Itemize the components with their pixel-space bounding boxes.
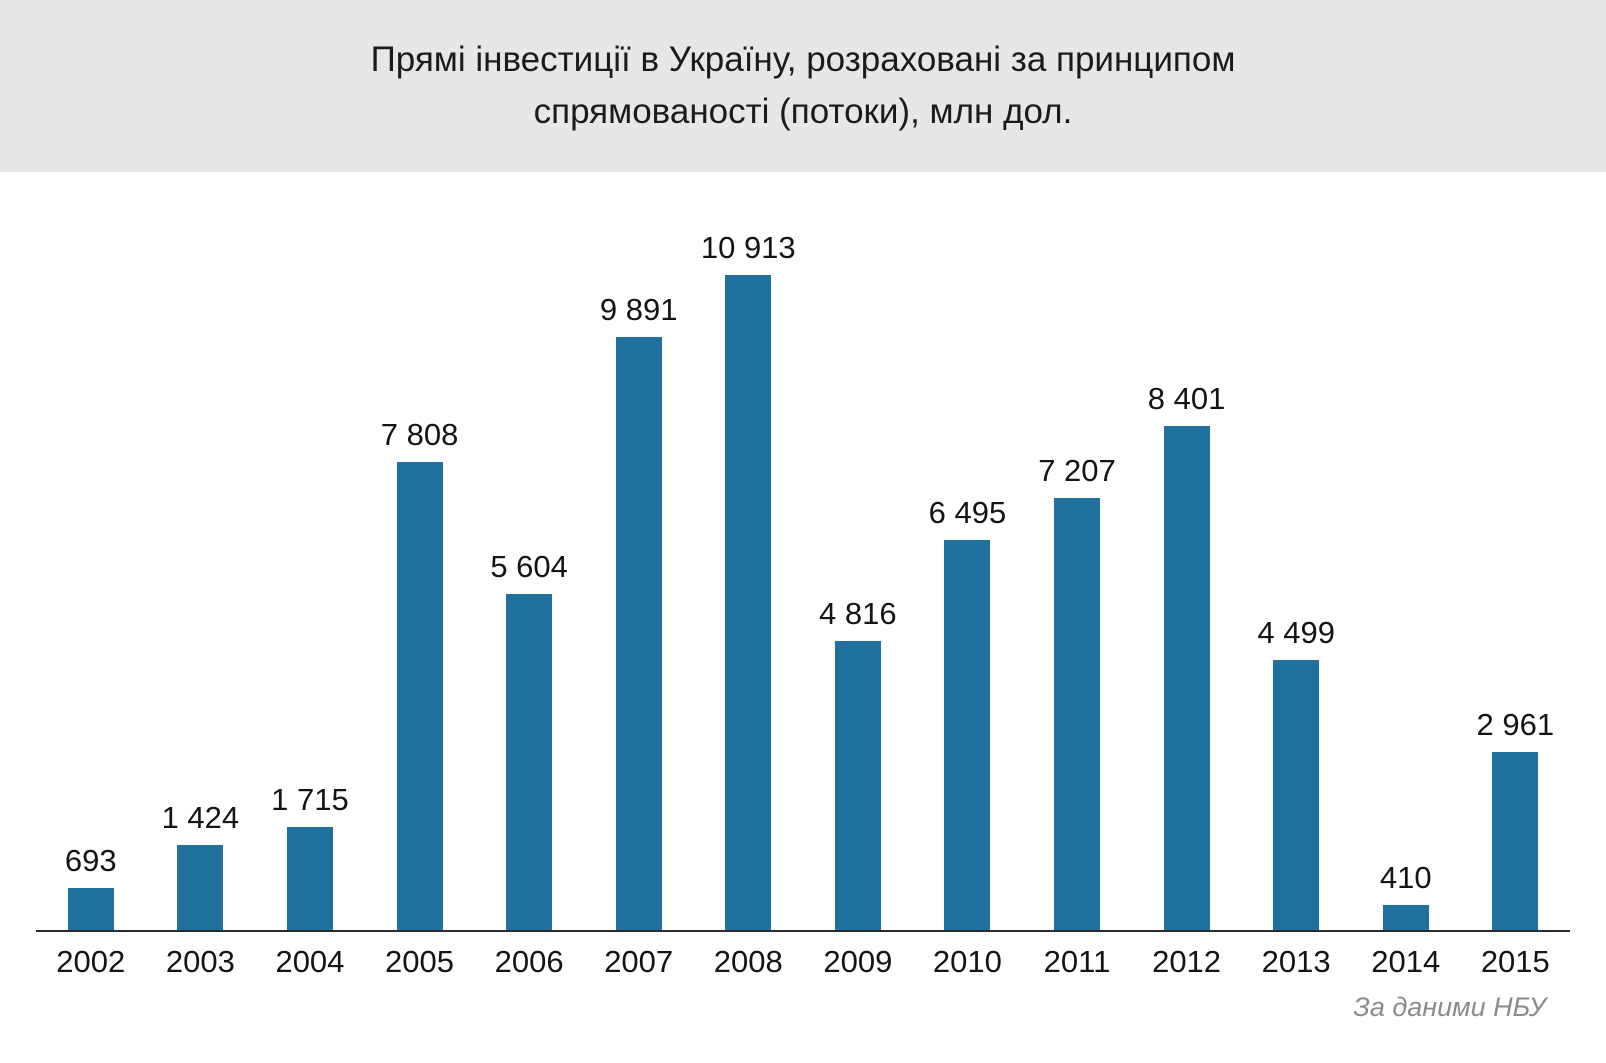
bar-value-label: 1 715: [271, 782, 349, 817]
bar-stack: 7 808: [380, 225, 459, 930]
bar-value-label: 2 961: [1476, 707, 1555, 742]
bar-value-label: 1 424: [161, 800, 240, 835]
bar-stack: 7 207: [1038, 225, 1116, 930]
x-tick-label: 2007: [604, 944, 674, 979]
bar-stack: 8 401: [1147, 225, 1226, 930]
bar-group: 693 2002: [36, 225, 146, 980]
bar-stack: 2 961: [1476, 225, 1555, 930]
bar-stack: 4 816: [819, 225, 897, 930]
bar-stack: 5 604: [490, 225, 568, 930]
bar-group: 6 495 2010: [913, 225, 1023, 980]
bar: [615, 337, 662, 930]
bar-stack: 4 499: [1257, 225, 1335, 930]
bar: [1053, 498, 1100, 930]
bar-value-label: 7 808: [380, 417, 459, 452]
bar-group: 1 424 2003: [146, 225, 256, 980]
bar-stack: 10 913: [701, 225, 796, 930]
x-tick-label: 2008: [713, 944, 783, 979]
x-tick-label: 2014: [1371, 944, 1441, 979]
bar-value-label: 8 401: [1147, 381, 1226, 416]
bar-value-label: 410: [1379, 860, 1432, 895]
bar-group: 5 604 2006: [474, 225, 584, 980]
bar-stack: 410: [1380, 225, 1432, 930]
chart-title: Прямі інвестиції в Україну, розраховані …: [371, 34, 1236, 139]
bar-group: 7 808 2005: [365, 225, 475, 980]
bar: [834, 641, 881, 930]
x-tick-label: 2002: [56, 944, 126, 979]
bar: [944, 540, 991, 930]
x-tick-label: 2009: [823, 944, 893, 979]
chart-panel: 693 2002 1 424 2003 1 715 2004 7 808 2005 5 604 2…: [0, 172, 1606, 1063]
bar-group: 1 715 2004: [255, 225, 365, 980]
bar: [1273, 660, 1320, 930]
bar-value-label: 9 891: [599, 292, 678, 327]
bar-stack: 1 715: [271, 225, 349, 930]
bar-group: 8 401 2012: [1132, 225, 1242, 980]
chart-title-line-2: спрямованості (потоки), млн дол.: [533, 92, 1073, 131]
bar-value-label: 4 816: [819, 596, 897, 631]
bar: [1492, 752, 1539, 930]
bar-group: 7 207 2011: [1022, 225, 1132, 980]
x-tick-label: 2006: [494, 944, 564, 979]
bar-stack: 6 495: [928, 225, 1007, 930]
chart-header: Прямі інвестиції в Україну, розраховані …: [0, 0, 1606, 172]
bar-value-label: 6 495: [928, 495, 1007, 530]
bar: [1382, 905, 1429, 930]
x-tick-label: 2015: [1480, 944, 1550, 979]
plot-area: 693 2002 1 424 2003 1 715 2004 7 808 2005 5 604 2…: [36, 225, 1570, 980]
bar-group: 410 2014: [1351, 225, 1461, 980]
bar: [67, 888, 114, 930]
bar: [506, 594, 553, 930]
bar-group: 2 961 2015: [1461, 225, 1571, 980]
bar-group: 4 499 2013: [1241, 225, 1351, 980]
x-tick-label: 2003: [165, 944, 235, 979]
bar: [177, 845, 224, 930]
bar: [1163, 426, 1210, 930]
x-tick-label: 2013: [1261, 944, 1331, 979]
x-tick-label: 2004: [275, 944, 345, 979]
x-axis-line: [36, 930, 1570, 932]
source-note: За даними НБУ: [1353, 992, 1546, 1022]
bar-value-label: 10 913: [700, 230, 796, 265]
x-tick-label: 2012: [1152, 944, 1222, 979]
bar-group: 9 891 2007: [584, 225, 694, 980]
bar-group: 4 816 2009: [803, 225, 913, 980]
x-tick-label: 2010: [932, 944, 1002, 979]
bar-stack: 1 424: [161, 225, 240, 930]
bar-value-label: 5 604: [490, 549, 568, 584]
bar-value-label: 7 207: [1038, 453, 1116, 488]
x-tick-label: 2011: [1043, 944, 1111, 979]
bar: [286, 827, 333, 930]
bar-value-label: 693: [64, 843, 117, 878]
x-tick-label: 2005: [385, 944, 454, 979]
bar: [396, 462, 443, 930]
chart-title-line-1: Прямі інвестиції в Україну, розраховані …: [370, 39, 1236, 79]
bar: [725, 275, 772, 930]
bar-stack: 693: [65, 225, 117, 930]
bar-group: 10 913 2008: [693, 225, 803, 980]
bar-stack: 9 891: [599, 225, 678, 930]
bar-value-label: 4 499: [1257, 615, 1335, 650]
